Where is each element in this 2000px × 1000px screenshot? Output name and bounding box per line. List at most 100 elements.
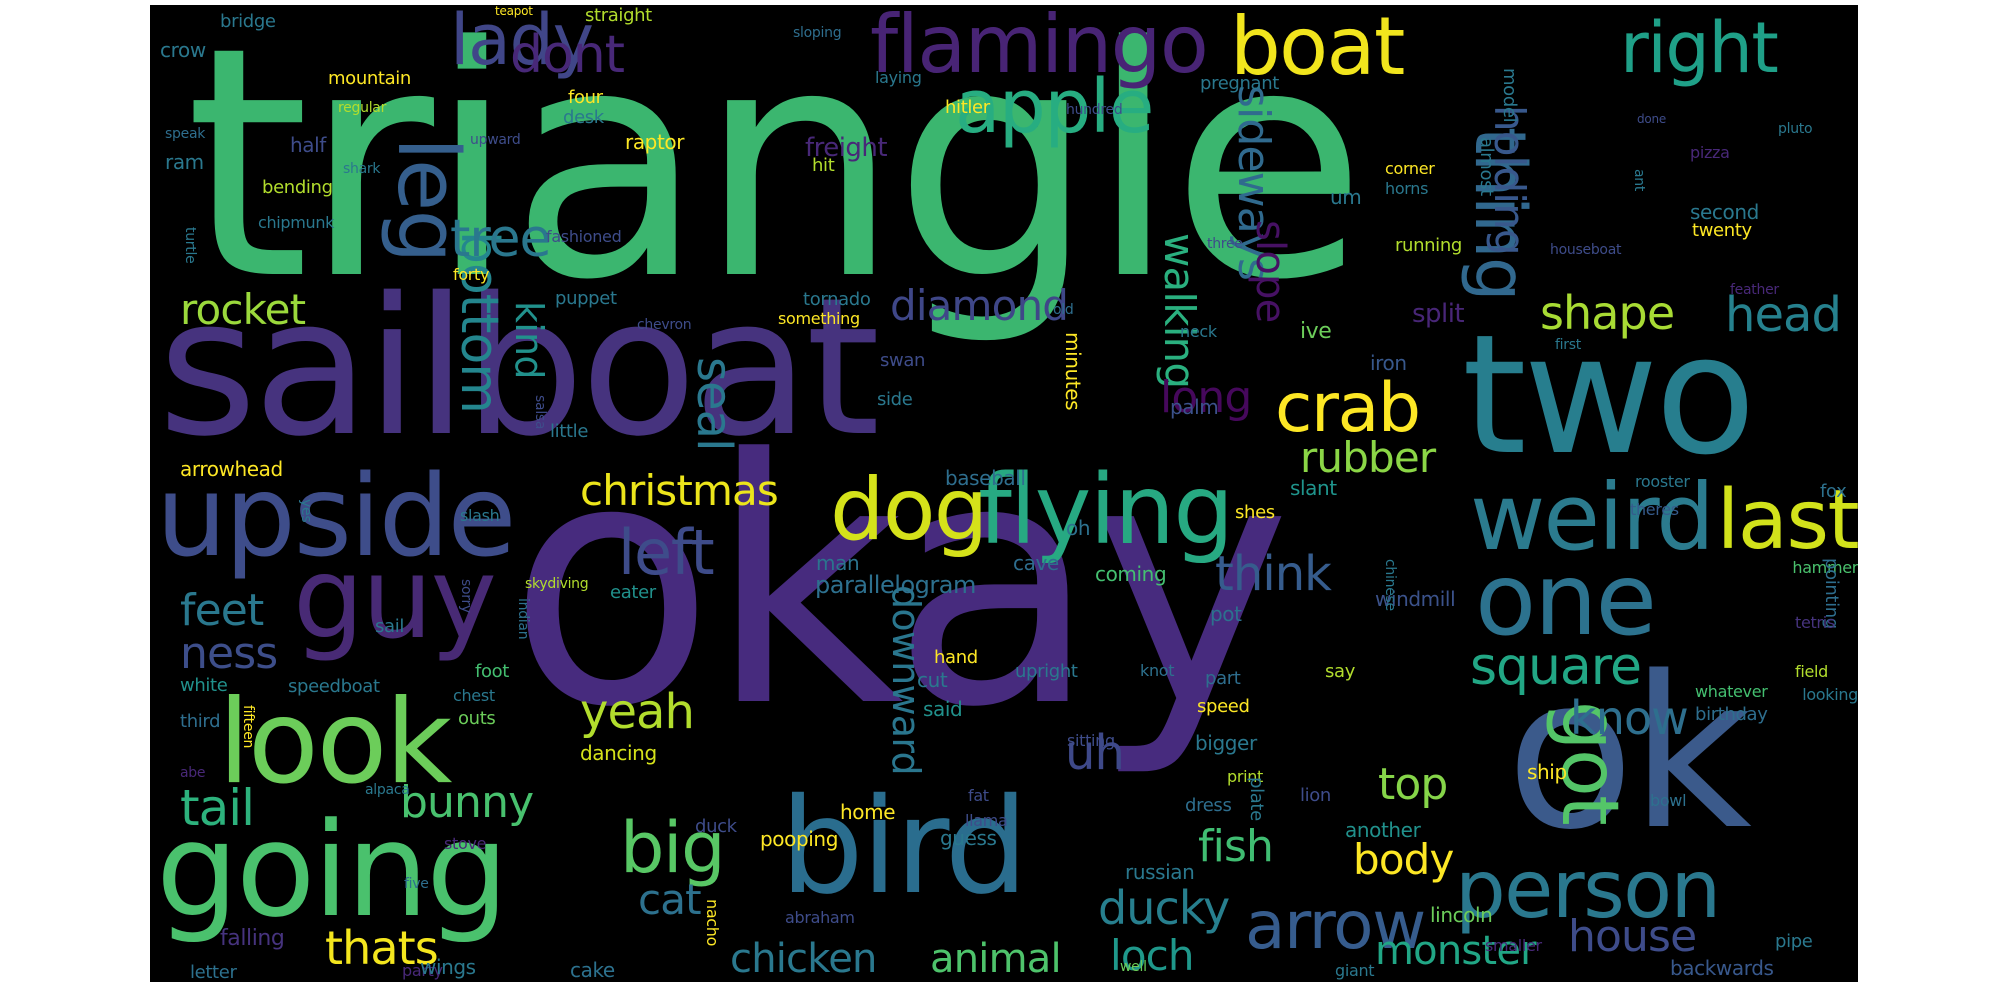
word-horns: horns [1385,179,1429,198]
word-wings: wings [420,955,476,979]
word-ive: ive [1300,319,1332,344]
word-old: old [1053,302,1074,318]
word-fat: fat [968,786,989,805]
word-arrowhead: arrowhead [180,457,283,481]
word-ant: ant [1631,169,1647,192]
word-giant: giant [1335,961,1375,980]
word-fashioned: fashioned [546,227,622,246]
word-foot: foot [475,661,509,682]
word-big: big [620,807,726,889]
word-pregnant: pregnant [1200,73,1279,94]
word-ram: ram [165,150,204,174]
word-looking: looking [1802,685,1858,704]
word-crow: crow [160,38,206,62]
word-letter: letter [190,962,237,982]
word-part: part [1205,668,1241,689]
word-house: house [1568,911,1697,962]
word-little: little [550,421,589,442]
word-swan: swan [880,350,926,371]
word-coming: coming [1095,562,1167,586]
word-pizza: pizza [1690,143,1730,162]
word-say: say [1325,661,1355,682]
word-birthday: birthday [1695,704,1768,725]
word-man: man [816,551,860,575]
word-freight: freight [805,133,888,163]
word-going: going [156,794,509,946]
word-said: said [923,697,963,721]
word-flying: flying [978,454,1234,566]
word-almost: almost [1476,137,1497,196]
word-body: body [1353,835,1454,884]
word-yes: yes [298,499,314,523]
word-bunny: bunny [400,777,534,828]
word-regular: regular [338,100,387,116]
word-okay: okay [508,387,1291,781]
word-bigger: bigger [1195,731,1257,755]
word-apple: apple [955,64,1154,150]
word-oh: oh [1066,516,1091,540]
word-dog: dog [830,460,988,560]
word-duck: duck [695,816,737,837]
word-second: second [1690,200,1759,224]
word-crab: crab [1275,369,1421,448]
word-desk: desk [563,107,604,128]
word-ducky: ducky [1098,881,1230,935]
word-seal: seal [686,357,742,451]
word-pluto: pluto [1778,121,1813,137]
word-know: know [1570,691,1689,745]
word-dress: dress [1185,795,1232,816]
word-home: home [840,800,896,824]
word-one: one [1475,541,1657,658]
word-russian: russian [1125,860,1195,884]
word-ok: ok [1506,631,1752,876]
word-laying: laying [875,68,922,87]
word-feet: feet [180,585,264,636]
word-minutes: minutes [1061,332,1085,411]
word-model: model [1499,68,1520,123]
word-thats: thats [325,921,439,975]
word-lady: lady [450,5,594,81]
word-um: um [1330,185,1362,209]
word-alpaca: alpaca [365,782,410,798]
word-first: first [1555,337,1581,353]
word-last: last [1716,473,1858,568]
word-chipmunk: chipmunk [258,213,335,232]
word-left: left [618,516,715,589]
word-sorry: sorry [458,579,474,614]
word-ness: ness [180,628,278,679]
word-boat: boat [1230,5,1405,93]
word-running: running [1395,235,1462,256]
word-mountain: mountain [328,68,411,89]
word-right: right [1620,7,1779,89]
word-guy: guy [293,534,497,664]
word-walking: walking [1155,233,1204,389]
word-loch: loch [1110,931,1195,980]
word-monster: monster [1375,928,1537,974]
word-hand: hand [934,647,978,668]
word-ship: ship [1527,760,1567,784]
word-diamond: diamond [890,281,1069,330]
word-upward: upward [470,132,521,148]
word-houseboat: houseboat [1550,242,1622,258]
word-print: print [1227,767,1263,786]
word-two: two [1462,299,1756,491]
word-tornado: tornado [803,289,871,310]
word-sail: sail [375,616,404,637]
word-cloud-canvas: triangle okay sailboat two ok bird going… [150,5,1858,982]
word-turtle: turtle [182,227,198,264]
word-tetris: tetris [1795,613,1835,632]
word-theres: theres [1630,500,1679,519]
word-twenty: twenty [1692,220,1752,241]
word-bowl: bowl [1650,791,1687,810]
word-uh: uh [1065,725,1125,781]
word-cut: cut [917,668,948,692]
word-slant: slant [1290,476,1337,500]
word-raptor: raptor [625,130,685,154]
word-think: think [1215,546,1332,602]
word-pipe: pipe [1775,931,1813,952]
word-abe: abe [180,765,206,781]
word-tail: tail [180,779,255,837]
word-guess: guess [940,826,997,850]
word-chinese: chinese [1382,559,1398,611]
word-sitting: sitting [1067,731,1115,750]
